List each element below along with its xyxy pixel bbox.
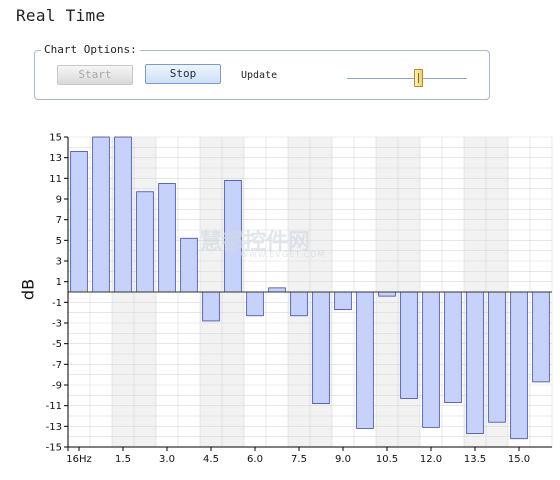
y-tick-label: 11	[49, 174, 62, 185]
update-slider-thumb[interactable]	[414, 69, 423, 87]
y-tick-label: -13	[46, 422, 62, 433]
y-tick-label: 1	[56, 277, 62, 288]
x-tick-label: 4.5	[203, 454, 219, 465]
bar	[114, 136, 132, 293]
bar	[136, 191, 154, 293]
bar	[158, 183, 176, 293]
y-tick-label: -5	[52, 339, 62, 350]
bar	[312, 291, 330, 404]
x-tick-label: 13.5	[464, 454, 486, 465]
y-tick-label: 9	[56, 195, 62, 206]
x-tick-label: 16Hz	[66, 454, 92, 465]
chart-options-group: Chart Options: Start Stop Update	[34, 43, 490, 100]
x-tick-label: 3.0	[159, 454, 175, 465]
start-button[interactable]: Start	[57, 65, 133, 85]
bar	[466, 291, 484, 434]
stop-button[interactable]: Stop	[145, 64, 221, 84]
x-tick-label: 10.5	[376, 454, 398, 465]
update-slider[interactable]	[347, 67, 467, 89]
bar	[180, 237, 198, 293]
update-slider-track[interactable]	[347, 78, 467, 79]
update-label: Update	[241, 70, 278, 81]
x-tick-label: 12.0	[420, 454, 442, 465]
y-tick-label: -1	[52, 298, 62, 309]
x-tick-label: 9.0	[335, 454, 351, 465]
chart-options-legend: Chart Options:	[41, 43, 140, 56]
bar	[378, 291, 396, 297]
bar	[510, 291, 528, 440]
bar	[444, 291, 462, 403]
bar	[488, 291, 506, 423]
bar	[268, 287, 286, 293]
page-title: Real Time	[16, 6, 106, 25]
y-tick-label: -11	[46, 401, 62, 412]
bar	[290, 291, 308, 317]
bar	[202, 291, 220, 322]
x-tick-label: 6.0	[247, 454, 263, 465]
x-tick-label: 7.5	[291, 454, 307, 465]
bar	[400, 291, 418, 399]
bar	[224, 179, 242, 293]
bar	[70, 151, 88, 293]
bar	[532, 291, 550, 383]
bar	[246, 291, 264, 317]
bar	[356, 291, 374, 429]
y-tick-label: -15	[46, 443, 62, 454]
x-tick-label: 1.5	[115, 454, 131, 465]
bar	[334, 291, 352, 310]
x-tick-label: 15.0	[508, 454, 530, 465]
bar	[422, 291, 440, 428]
y-tick-label: -9	[52, 381, 62, 392]
bar	[92, 136, 110, 293]
y-tick-label: 5	[56, 236, 62, 247]
y-tick-label: -3	[52, 319, 62, 330]
y-tick-label: 13	[49, 153, 62, 164]
y-tick-label: -7	[52, 360, 62, 371]
y-tick-label: 15	[49, 133, 62, 144]
y-tick-label: 3	[56, 257, 62, 268]
y-tick-label: 7	[56, 215, 62, 226]
